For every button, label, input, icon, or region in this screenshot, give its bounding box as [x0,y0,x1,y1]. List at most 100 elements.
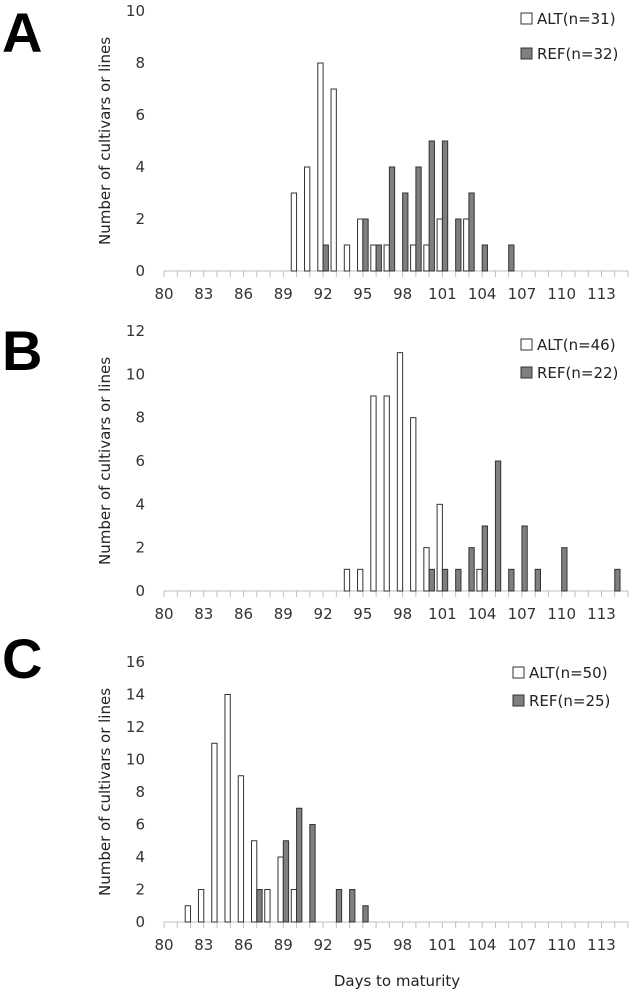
x-tick-label: 80 [154,936,173,954]
y-tick-label: 8 [135,783,145,801]
bar-ref [335,889,343,923]
legend-entry-alt: ALT(n=50) [512,664,608,682]
bar-alt [357,218,364,272]
x-tick-label: 110 [547,285,576,303]
y-tick-label: 4 [135,848,145,866]
y-tick-label: 8 [135,54,145,72]
legend-swatch-alt [512,666,525,679]
y-tick-label: 6 [135,816,145,834]
bar-ref [296,807,303,923]
x-tick-label: 89 [274,605,293,623]
legend-swatch-ref [512,694,525,707]
panel-letter: C [2,627,42,690]
bar-alt [436,218,443,272]
bar-ref [481,244,488,272]
bar-alt [423,547,430,592]
legend-swatch-ref [520,47,533,60]
bar-alt [410,244,417,272]
x-tick-label: 83 [194,605,213,623]
x-tick-label: 92 [314,936,333,954]
bar-alt [463,218,470,272]
x-tick-label: 101 [428,605,457,623]
bar-ref [614,568,621,592]
x-tick-label: 86 [234,605,253,623]
bar-ref [494,460,502,592]
y-tick-label: 4 [135,158,145,176]
bar-alt [251,840,258,923]
axis-layer: 0 2 4 6 8 10 12 80 83 86 89 92 95 98 101 104 107 110 113 [126,322,629,623]
legend-swatch-ref [520,366,533,379]
bar-alt [370,244,377,272]
x-tick-label: 104 [468,285,497,303]
bar-alt [383,244,390,272]
bar-alt [436,503,443,592]
bar-ref [534,568,542,592]
bar-ref [468,192,475,272]
x-tick-label: 86 [234,285,253,303]
x-tick-label: 107 [508,936,537,954]
bar-ref [521,525,528,592]
bar-alt [264,889,271,923]
legend-entry-alt: ALT(n=31) [520,10,616,28]
x-tick-label: 113 [587,936,616,954]
y-tick-label: 2 [135,881,145,899]
x-tick-label: 95 [353,605,372,623]
y-tick-label: 10 [126,2,145,20]
bar-ref [508,244,515,272]
x-tick-label: 98 [393,936,412,954]
x-tick-label: 107 [508,605,537,623]
bar-alt [304,166,311,272]
y-tick-label: 0 [135,582,145,600]
legend-label-alt: ALT(n=31) [537,10,616,28]
axis-layer: 0 2 4 6 8 10 12 14 16 80 83 86 89 92 95 98 101 104 107 110 1… [126,653,629,954]
panel-b: B Number of cultivars or lines 0 2 4 6 8 10 12… [2,319,629,623]
panel-c: C Number of cultivars or lines 0 2 4 6 8 10 12… [2,627,629,990]
bar-ref [349,889,356,923]
y-tick-label: 4 [135,495,145,513]
bar-alt [343,244,351,272]
y-tick-label: 2 [135,210,145,228]
y-tick-label: 12 [126,322,145,340]
bar-alt [290,192,298,272]
x-tick-label: 110 [547,605,576,623]
x-tick-label: 113 [587,285,616,303]
x-tick-label: 86 [234,936,253,954]
x-tick-label: 95 [353,285,372,303]
bar-ref [441,568,449,592]
y-tick-label: 2 [135,539,145,557]
bar-layer [290,62,515,272]
bar-ref [508,568,515,592]
x-tick-label: 89 [274,936,293,954]
x-tick-label: 92 [314,285,333,303]
y-tick-label: 10 [126,751,145,769]
legend-swatch-alt [520,12,533,25]
bar-alt [184,905,192,923]
y-tick-label: 6 [135,106,145,124]
bar-ref [415,166,422,272]
bar-ref [455,218,462,272]
x-tick-label: 95 [353,936,372,954]
bar-ref [428,568,435,592]
legend-label-ref: REF(n=32) [537,45,618,63]
bar-alt [396,352,404,592]
bar-ref [362,218,369,272]
x-tick-label: 98 [393,605,412,623]
axis-layer: 0 2 4 6 8 10 80 83 86 89 92 95 98 101 104 107 110 113 [126,2,629,303]
x-tick-label: 80 [154,605,173,623]
x-tick-label: 104 [468,936,497,954]
x-tick-label: 101 [428,936,457,954]
bar-ref [561,547,568,592]
legend-label-alt: ALT(n=50) [529,664,608,682]
legend: ALT(n=50) REF(n=25) [512,664,610,710]
legend-entry-alt: ALT(n=46) [520,336,616,354]
legend-swatch-alt [520,338,533,351]
y-tick-label: 6 [135,452,145,470]
bar-ref [468,547,475,592]
bar-ref [388,166,396,272]
x-tick-label: 104 [468,605,497,623]
bar-alt [343,568,351,592]
bar-alt [383,395,390,592]
bar-alt [237,775,245,923]
bar-layer [184,694,369,923]
